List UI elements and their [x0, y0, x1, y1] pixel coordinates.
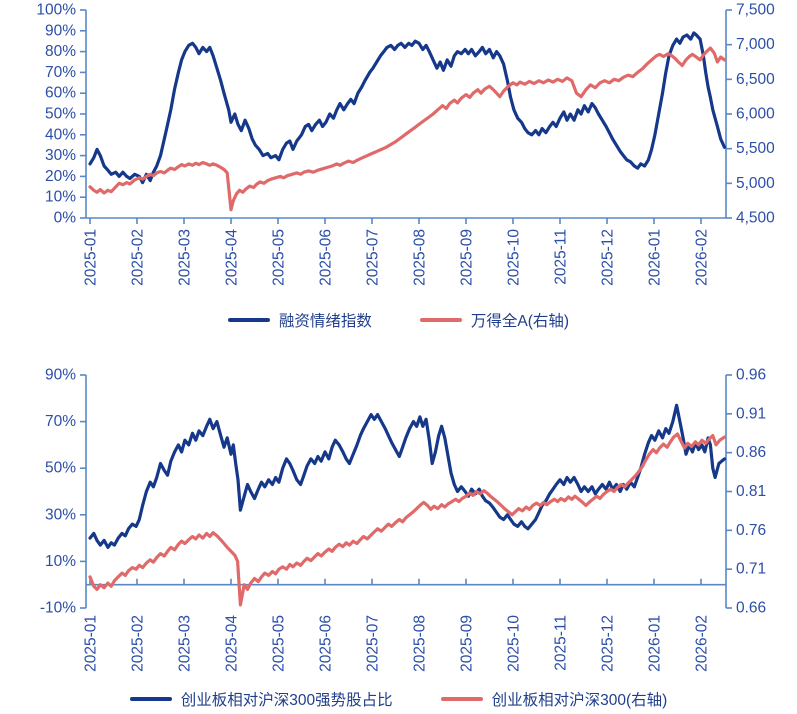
- left-axis-tick-label: 60%: [45, 85, 76, 102]
- legend-label-chinext-strong-ratio: 创业板相对沪深300强势股占比: [180, 692, 393, 709]
- right-axis-tick-label: 5,000: [736, 175, 775, 192]
- navy-line-swatch: [129, 696, 172, 702]
- right-axis-tick-label: 7,000: [736, 36, 775, 53]
- x-axis-date-label: 2025-12: [600, 229, 617, 286]
- right-axis-tick-label: 7,500: [736, 2, 775, 19]
- x-axis-date-label: 2025-01: [83, 615, 100, 672]
- left-axis-tick-label: 30%: [45, 147, 76, 164]
- x-axis-date-label: 2025-06: [318, 229, 335, 286]
- legend-item-wind-all-a: 万得全A(右轴): [419, 309, 570, 331]
- chinext-relative-chart-canvas: 90% 70% 50% 30% 10% -10% 0.96 0.91 0.86 0.81 0.76 0…: [40, 367, 766, 672]
- left-axis-tick-label: 50%: [45, 460, 76, 477]
- right-axis-tick-label: 0.66: [736, 600, 766, 617]
- x-axis-date-label: 2026-01: [647, 615, 664, 672]
- left-axis-tick-label: 90%: [45, 367, 76, 384]
- x-axis-date-label: 2025-05: [271, 229, 288, 286]
- x-axis-date-label: 2025-02: [130, 615, 147, 672]
- right-axis-tick-label: 0.81: [736, 483, 766, 500]
- left-axis-tick-label: 30%: [45, 506, 76, 523]
- right-axis-tick-label: 4,500: [736, 210, 775, 227]
- x-axis-date-label: 2025-11: [553, 615, 570, 671]
- x-axis-date-label: 2025-07: [365, 615, 382, 672]
- series-line-0: [88, 403, 727, 549]
- navy-line-swatch: [227, 317, 270, 323]
- x-axis-date-label: 2025-12: [600, 615, 617, 672]
- right-axis-tick-label: 0.96: [736, 367, 766, 384]
- x-axis-date-label: 2025-08: [412, 615, 429, 672]
- x-axis-date-label: 2025-08: [412, 229, 429, 286]
- left-axis-tick-label: 70%: [45, 413, 76, 430]
- sentiment-chart-legend: 融资情绪指数 万得全A(右轴): [0, 305, 797, 335]
- left-axis-tick-label: 20%: [45, 168, 76, 185]
- legend-item-financing-sentiment: 融资情绪指数: [227, 309, 372, 331]
- right-axis-tick-label: 6,500: [736, 71, 775, 88]
- sentiment-index-chart-canvas: 100% 90% 80% 70% 60% 50% 40% 30% 20% 10% 0% 7,500 7,…: [36, 2, 775, 286]
- right-axis-tick-label: 0.76: [736, 522, 766, 539]
- right-axis-tick-label: 0.91: [736, 405, 766, 422]
- series-line-1: [88, 46, 727, 212]
- legend-label-wind-all-a: 万得全A(右轴): [470, 313, 570, 330]
- left-axis-tick-label: 10%: [45, 189, 76, 206]
- left-axis-tick-label: -10%: [40, 600, 76, 617]
- x-axis-date-label: 2025-07: [365, 229, 382, 286]
- x-axis-date-label: 2026-02: [694, 229, 711, 286]
- left-axis-tick-label: 90%: [45, 22, 76, 39]
- legend-label-financing-sentiment: 融资情绪指数: [278, 313, 372, 330]
- legend-label-chinext-relative: 创业板相对沪深300(右轴): [491, 692, 668, 709]
- x-axis-date-label: 2025-02: [130, 229, 147, 286]
- right-axis-tick-label: 0.86: [736, 444, 766, 461]
- x-axis-date-label: 2025-09: [459, 615, 476, 672]
- x-axis-date-label: 2025-11: [553, 229, 570, 285]
- right-axis-tick-label: 6,000: [736, 106, 775, 123]
- legend-item-chinext-relative: 创业板相对沪深300(右轴): [440, 688, 668, 710]
- right-axis-tick-label: 5,500: [736, 140, 775, 157]
- x-axis-date-label: 2025-03: [177, 615, 194, 672]
- red-line-swatch: [440, 696, 483, 702]
- right-axis-tick-label: 0.71: [736, 561, 766, 578]
- left-axis-tick-label: 100%: [36, 2, 76, 19]
- x-axis-date-label: 2026-01: [647, 229, 664, 286]
- left-axis-tick-label: 40%: [45, 126, 76, 143]
- x-axis-date-label: 2025-10: [506, 229, 523, 286]
- left-axis-tick-label: 50%: [45, 106, 76, 123]
- x-axis-date-label: 2025-01: [83, 229, 100, 286]
- sentiment-index-chart: 100% 90% 80% 70% 60% 50% 40% 30% 20% 10% 0% 7,500 7,…: [0, 0, 797, 335]
- series-line-0: [88, 31, 727, 185]
- legend-item-chinext-strong-ratio: 创业板相对沪深300强势股占比: [129, 688, 393, 710]
- chinext-relative-chart: 90% 70% 50% 30% 10% -10% 0.96 0.91 0.86 0.81 0.76 0…: [0, 363, 797, 714]
- x-axis-date-label: 2025-04: [224, 229, 241, 286]
- x-axis-date-label: 2025-05: [271, 615, 288, 672]
- left-axis-tick-label: 80%: [45, 43, 76, 60]
- x-axis-date-label: 2025-03: [177, 229, 194, 286]
- x-axis-date-label: 2025-04: [224, 615, 241, 672]
- left-axis-tick-label: 0%: [54, 210, 77, 227]
- chinext-chart-legend: 创业板相对沪深300强势股占比 创业板相对沪深300(右轴): [0, 684, 797, 714]
- x-axis-date-label: 2025-10: [506, 615, 523, 672]
- left-axis-tick-label: 70%: [45, 64, 76, 81]
- red-line-swatch: [419, 317, 462, 323]
- series-line-1: [88, 432, 727, 607]
- x-axis-date-label: 2025-06: [318, 615, 335, 672]
- left-axis-tick-label: 10%: [45, 553, 76, 570]
- x-axis-date-label: 2026-02: [694, 615, 711, 672]
- x-axis-date-label: 2025-09: [459, 229, 476, 286]
